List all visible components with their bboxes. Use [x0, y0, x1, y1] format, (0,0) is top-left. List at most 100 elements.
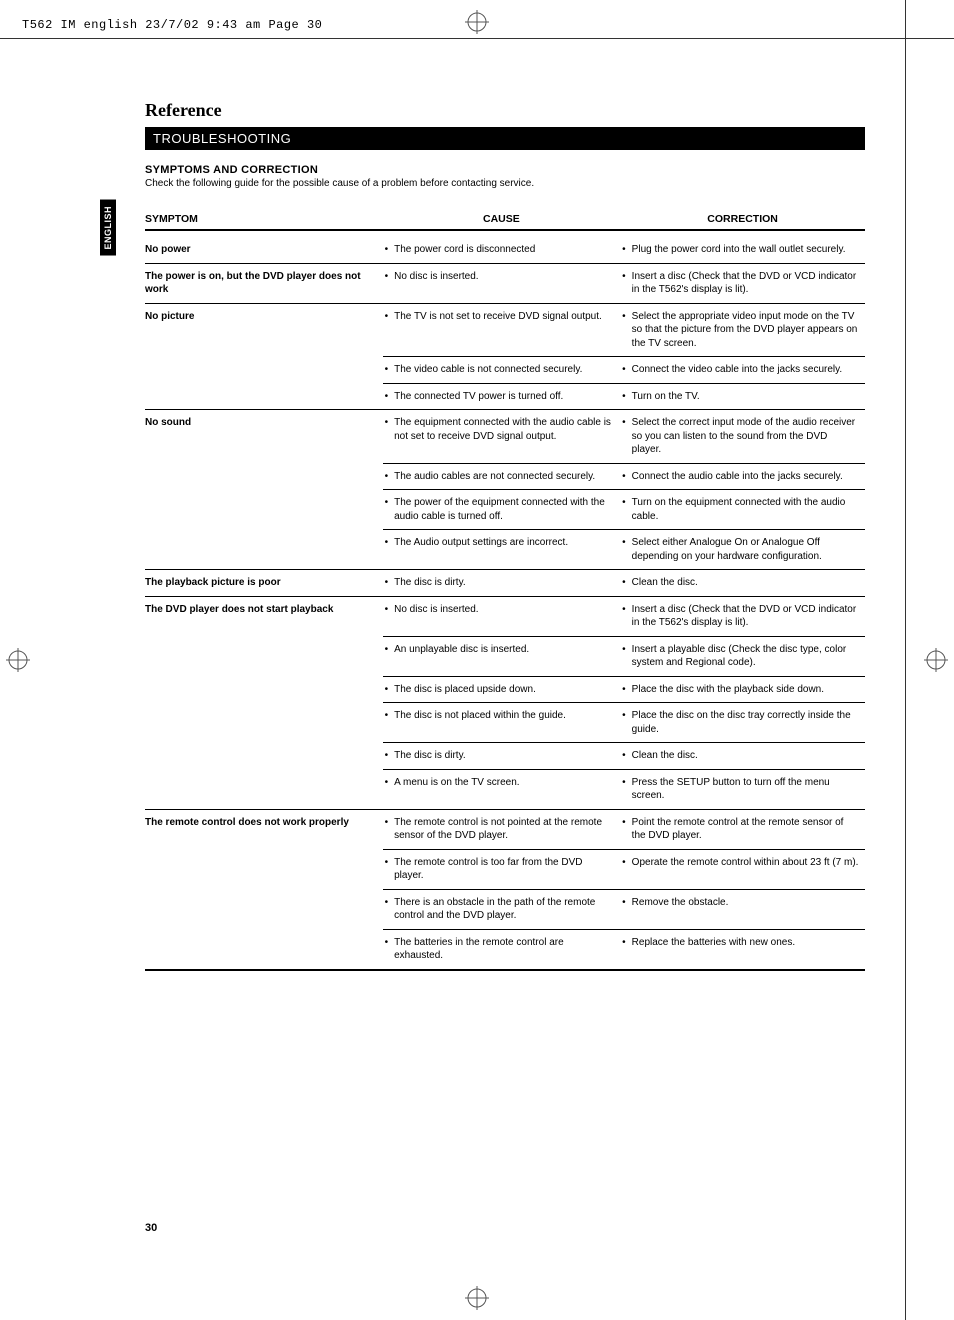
- cause-text: The batteries in the remote control are …: [394, 936, 614, 963]
- correction-cell: •Point the remote control at the remote …: [620, 810, 865, 849]
- cause-correction-group: • No disc is inserted. • Insert a disc (Che…: [383, 597, 865, 809]
- bullet-icon: •: [622, 270, 626, 284]
- bullet-icon: •: [622, 416, 626, 430]
- cause-correction-pair: • The video cable is not connected secure…: [383, 357, 865, 384]
- cause-cell: •The disc is dirty.: [383, 743, 621, 769]
- bullet-icon: •: [622, 496, 626, 510]
- cause-cell: • The remote control is not pointed at th…: [383, 810, 621, 849]
- cause-correction-pair: •The Audio output settings are incorrect…: [383, 530, 865, 569]
- bullet-icon: •: [385, 816, 389, 830]
- cause-cell: • An unplayable disc is inserted.: [383, 637, 621, 676]
- cause-cell: •The disc is placed upside down.: [383, 677, 621, 703]
- correction-text: Press the SETUP button to turn off the m…: [632, 776, 859, 803]
- trim-line-top: [0, 38, 954, 39]
- cause-cell: •The equipment connected with the audio …: [383, 410, 621, 463]
- language-tab: ENGLISH: [100, 200, 116, 256]
- cause-text: A menu is on the TV screen.: [394, 776, 519, 790]
- bullet-icon: •: [385, 936, 389, 950]
- cause-cell: • The TV is not set to receive DVD signal…: [383, 304, 621, 357]
- cause-correction-pair: •The disc is dirty.•Clean the disc.: [383, 743, 865, 770]
- bullet-icon: •: [622, 576, 626, 590]
- bullet-icon: •: [622, 683, 626, 697]
- bullet-icon: •: [385, 363, 389, 377]
- bullet-icon: •: [622, 749, 626, 763]
- bullet-icon: •: [385, 243, 389, 257]
- correction-cell: • Select the appropriate video input mode…: [620, 304, 865, 357]
- bullet-icon: •: [622, 310, 626, 324]
- crop-mark-bottom: [465, 1286, 489, 1310]
- cause-correction-pair: • The disc is not placed within the guide…: [383, 703, 865, 743]
- correction-text: Turn on the TV.: [632, 390, 700, 404]
- correction-text: Connect the audio cable into the jacks s…: [632, 470, 843, 484]
- cause-text: An unplayable disc is inserted.: [394, 643, 529, 657]
- cause-text: The video cable is not connected securel…: [394, 363, 582, 377]
- bullet-icon: •: [385, 683, 389, 697]
- bullet-icon: •: [385, 856, 389, 870]
- section-title: Reference: [145, 100, 865, 121]
- cause-cell: • The connected TV power is turned off.: [383, 384, 621, 410]
- cause-correction-pair: •The power cord is disconnected• Plug the…: [383, 237, 865, 263]
- correction-text: Point the remote control at the remote s…: [632, 816, 859, 843]
- cause-cell: •There is an obstacle in the path of the…: [383, 890, 621, 929]
- cause-correction-pair: • The connected TV power is turned off. • T…: [383, 384, 865, 410]
- correction-text: Select the correct input mode of the aud…: [632, 416, 859, 457]
- cause-text: The disc is dirty.: [394, 576, 466, 590]
- cause-text: No disc is inserted.: [394, 603, 478, 617]
- header-correction: CORRECTION: [620, 213, 865, 225]
- table-row: The power is on, but the DVD player does…: [145, 264, 865, 304]
- correction-text: Replace the batteries with new ones.: [632, 936, 795, 950]
- cause-cell: • The disc is not placed within the guide…: [383, 703, 621, 742]
- symptom-cell: The power is on, but the DVD player does…: [145, 264, 383, 303]
- bullet-icon: •: [385, 310, 389, 324]
- crop-mark-right: [924, 648, 948, 672]
- cause-cell: •A menu is on the TV screen.: [383, 770, 621, 809]
- cause-text: The TV is not set to receive DVD signal …: [394, 310, 602, 324]
- cause-text: The equipment connected with the audio c…: [394, 416, 614, 443]
- page-content: Reference TROUBLESHOOTING SYMPTOMS AND C…: [145, 100, 865, 971]
- correction-text: Plug the power cord into the wall outlet…: [632, 243, 846, 257]
- symptom-cell: No power: [145, 237, 383, 263]
- correction-cell: •Insert a disc (Check that the DVD or VC…: [620, 264, 865, 303]
- correction-text: Insert a playable disc (Check the disc t…: [632, 643, 859, 670]
- correction-text: Select the appropriate video input mode …: [632, 310, 859, 351]
- bullet-icon: •: [622, 390, 626, 404]
- symptom-cell: No sound: [145, 410, 383, 569]
- table-row: No picture•The TV is not set to receive …: [145, 304, 865, 411]
- correction-cell: •Clean the disc.: [620, 570, 865, 596]
- cause-text: The connected TV power is turned off.: [394, 390, 563, 404]
- table-body: No power•The power cord is disconnected•…: [145, 237, 865, 971]
- bullet-icon: •: [385, 270, 389, 284]
- table-row: No sound • The equipment connected with th…: [145, 410, 865, 570]
- cause-text: The remote control is not pointed at the…: [394, 816, 614, 843]
- bullet-icon: •: [385, 643, 389, 657]
- bullet-icon: •: [385, 896, 389, 910]
- table-row: The remote control does not work properl…: [145, 810, 865, 971]
- cause-cell: •No disc is inserted.: [383, 264, 621, 303]
- cause-correction-pair: • An unplayable disc is inserted. •Insert …: [383, 637, 865, 677]
- correction-cell: •Connect the video cable into the jacks …: [620, 357, 865, 383]
- cause-correction-pair: • The equipment connected with the audio …: [383, 410, 865, 464]
- correction-cell: •Insert a playable disc (Check the disc …: [620, 637, 865, 676]
- cause-correction-pair: • The batteries in the remote control are…: [383, 930, 865, 969]
- cause-correction-pair: •A menu is on the TV screen.• Press the S…: [383, 770, 865, 809]
- table-header-row: SYMPTOM CAUSE CORRECTION: [145, 213, 865, 231]
- cause-cell: •The power of the equipment connected wi…: [383, 490, 621, 529]
- cause-correction-group: • The TV is not set to receive DVD signal…: [383, 304, 865, 410]
- cause-correction-pair: •The remote control is too far from the …: [383, 850, 865, 890]
- cause-text: The disc is dirty.: [394, 749, 466, 763]
- table-row: The DVD player does not start playback•N…: [145, 597, 865, 810]
- cause-cell: •The power cord is disconnected: [383, 237, 621, 263]
- symptom-cell: The playback picture is poor: [145, 570, 383, 596]
- bullet-icon: •: [385, 603, 389, 617]
- cause-correction-pair: •No disc is inserted.•Insert a disc (Che…: [383, 597, 865, 637]
- cause-text: The Audio output settings are incorrect.: [394, 536, 568, 550]
- bullet-icon: •: [385, 390, 389, 404]
- correction-text: Select either Analogue On or Analogue Of…: [632, 536, 859, 563]
- cause-cell: • The batteries in the remote control are…: [383, 930, 621, 969]
- correction-text: Insert a disc (Check that the DVD or VCD…: [632, 603, 859, 630]
- bullet-icon: •: [622, 363, 626, 377]
- cause-text: The disc is not placed within the guide.: [394, 709, 566, 723]
- bullet-icon: •: [622, 776, 626, 790]
- bullet-icon: •: [385, 709, 389, 723]
- cause-cell: •The disc is dirty.: [383, 570, 621, 596]
